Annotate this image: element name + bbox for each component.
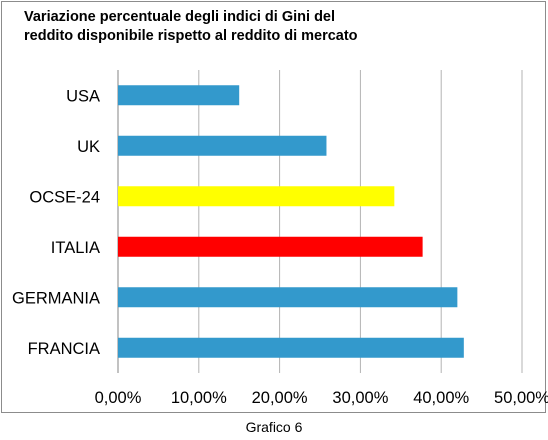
category-labels: USA UK OCSE-24 ITALIA GERMANIA FRANCIA bbox=[12, 87, 100, 358]
x-tick-label: 20,00% bbox=[252, 389, 308, 407]
figure-caption: Grafico 6 bbox=[245, 419, 303, 435]
x-tick-label: 30,00% bbox=[332, 389, 388, 407]
x-tick-label: 40,00% bbox=[413, 389, 469, 407]
bar-ocse-24 bbox=[118, 186, 395, 207]
category-label: USA bbox=[66, 87, 100, 105]
bar-italia bbox=[118, 236, 423, 257]
bars bbox=[118, 85, 464, 358]
bar-uk bbox=[118, 135, 327, 156]
category-label: FRANCIA bbox=[28, 340, 100, 358]
gridlines bbox=[117, 70, 523, 373]
chart-title: Variazione percentuale degli indici di G… bbox=[24, 9, 358, 44]
x-tick-label: 10,00% bbox=[171, 389, 227, 407]
x-tick-label: 50,00% bbox=[494, 389, 548, 407]
category-label: GERMANIA bbox=[12, 289, 100, 307]
category-label: UK bbox=[77, 138, 100, 156]
x-tick-labels: 0,00% 10,00% 20,00% 30,00% 40,00% 50,00% bbox=[95, 389, 548, 407]
bar-francia bbox=[118, 337, 464, 358]
bar-germania bbox=[118, 287, 458, 308]
category-label: OCSE-24 bbox=[29, 188, 100, 206]
bar-usa bbox=[118, 85, 240, 106]
bar-chart: USA UK OCSE-24 ITALIA GERMANIA FRANCIA 0,00% 1… bbox=[12, 70, 548, 407]
category-label: ITALIA bbox=[51, 239, 100, 257]
x-tick-label: 0,00% bbox=[95, 389, 142, 407]
